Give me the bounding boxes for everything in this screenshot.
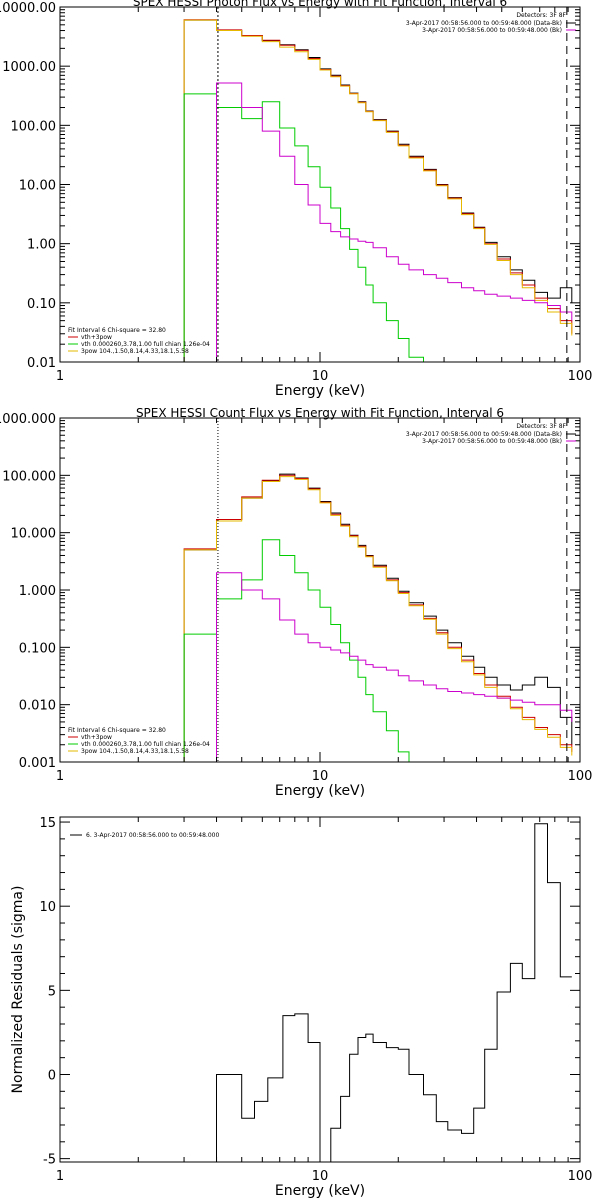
chart-panel-2: 1 10 100 1000.000 100.000 10.000 1.000 0.100 0.0… (0, 406, 592, 799)
y-tick-label: 15 (39, 816, 56, 831)
y-tick-label: 10.00 (19, 179, 56, 194)
y-tick-label: 1000.00 (2, 60, 56, 75)
y-tick-label: 0.010 (19, 699, 56, 714)
chart-panel-3: 1 10 100 15 10 5 0 -5 Energy (keV) Normalized Res… (10, 816, 592, 1199)
legend-label: vth+3pow (81, 334, 112, 341)
y-tick-label: 10.000 (11, 527, 57, 542)
series-line (183, 93, 424, 362)
legend-label: vth+3pow (81, 734, 112, 741)
chart-title: SPEX HESSI Photon Flux vs Energy with Fi… (133, 0, 507, 9)
y-tick-label: 1.000 (19, 584, 56, 599)
x-tick-label: 100 (568, 1169, 593, 1184)
series-line (183, 539, 410, 762)
series-line (216, 82, 573, 362)
x-tick-label: 100 (568, 369, 593, 384)
y-tick-label: 1000.000 (0, 412, 56, 427)
legend-header: Detectors: 3F 8F (516, 12, 566, 19)
y-axis-label: Normalized Residuals (sigma) (10, 886, 26, 1094)
x-tick-label: 10 (312, 369, 329, 384)
plot-area (183, 473, 573, 762)
legend-header: Fit Interval 6 Chi-square = 32.80 (68, 727, 166, 734)
y-tick-label: 0.10 (27, 297, 56, 312)
series-line (183, 19, 573, 362)
legend-label: 3-Apr-2017 00:58:56.000 to 00:59:48.000 … (422, 438, 562, 445)
legend-label: vth 0.000260,3.78,1.00 full chian 1.26e-… (81, 741, 210, 748)
legend-label: 3pow 104.,1.50,8.14,4.33,18.1,5.58 (81, 348, 189, 355)
plot-area (216, 823, 572, 1162)
y-tick-label: 0.100 (19, 641, 56, 656)
y-tick-label: 100.000 (2, 469, 56, 484)
y-tick-label: 10000.00 (0, 1, 56, 16)
series-line (183, 474, 573, 762)
y-tick-label: 0.001 (19, 756, 56, 771)
series-line (183, 473, 573, 762)
series-line (183, 476, 573, 762)
chart-panel-1: 1 10 100 10000.00 1000.00 100.00 10.00 1.00 0.10… (0, 0, 592, 399)
x-tick-label: 1 (56, 369, 64, 384)
legend-label: 3-Apr-2017 00:58:56.000 to 00:59:48.000 … (406, 20, 562, 27)
legend-label: 6. 3-Apr-2017 00:58:56.000 to 00:59:48.0… (86, 832, 219, 839)
y-tick-label: 5 (48, 984, 56, 999)
legend-label: 3-Apr-2017 00:58:56.000 to 00:59:48.000 … (422, 27, 562, 34)
y-tick-label: 0.01 (27, 356, 56, 371)
legend-header: Fit Interval 6 Chi-square = 32.80 (68, 327, 166, 334)
y-tick-label: 10 (39, 900, 56, 915)
x-axis-label: Energy (keV) (275, 783, 365, 799)
chart-title: SPEX HESSI Count Flux vs Energy with Fit… (136, 406, 504, 420)
x-tick-label: 1 (56, 1169, 64, 1184)
plot-area (183, 19, 573, 362)
series-line (216, 823, 572, 1162)
x-tick-label: 10 (312, 1169, 329, 1184)
x-axis-label: Energy (keV) (275, 383, 365, 399)
series-line (216, 572, 573, 762)
series-line (183, 19, 573, 362)
legend-label: 3pow 104.,1.50,8.14,4.33,18.1,5.58 (81, 748, 189, 755)
x-axis-label: Energy (keV) (275, 1183, 365, 1199)
legend-label: vth 0.000260,3.78,1.00 full chian 1.26e-… (81, 341, 210, 348)
legend-header: Detectors: 3F 8F (516, 423, 566, 430)
y-tick-label: 100.00 (11, 119, 57, 134)
y-tick-label: -5 (43, 1153, 56, 1168)
legend-label: 3-Apr-2017 00:58:56.000 to 00:59:48.000 … (406, 431, 562, 438)
x-tick-label: 100 (568, 769, 593, 784)
series-line (183, 19, 573, 362)
x-tick-label: 1 (56, 769, 64, 784)
x-tick-label: 10 (312, 769, 329, 784)
y-tick-label: 1.00 (27, 238, 56, 253)
y-tick-label: 0 (48, 1068, 56, 1083)
